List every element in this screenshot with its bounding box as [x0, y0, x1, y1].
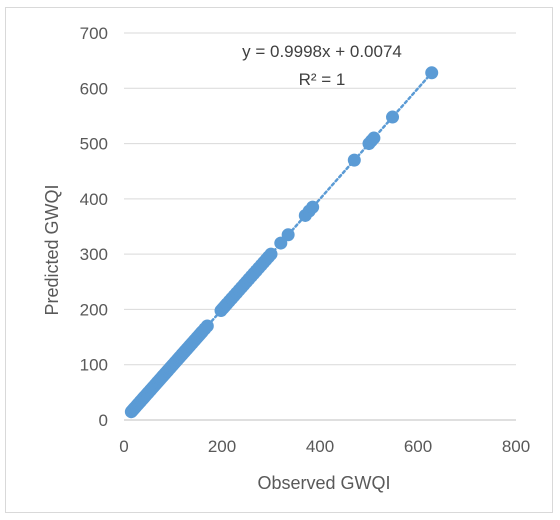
- y-tick-label: 300: [80, 245, 108, 264]
- x-axis-title: Observed GWQI: [257, 473, 390, 493]
- data-point: [386, 110, 400, 124]
- data-point: [264, 247, 278, 261]
- x-tick-label: 400: [306, 437, 334, 456]
- x-tick-label: 800: [502, 437, 530, 456]
- chart-area: [5, 7, 553, 513]
- data-point: [200, 319, 214, 333]
- x-tick-label: 200: [208, 437, 236, 456]
- data-point: [281, 228, 295, 242]
- tick-labels: 0 100 200 300 400 500 600 700 0 200 400 600 800: [80, 24, 531, 456]
- r-squared-label: R² = 1: [299, 70, 346, 89]
- x-tick-label: 0: [119, 437, 128, 456]
- y-tick-label: 500: [80, 135, 108, 154]
- data-points: [124, 66, 439, 419]
- y-axis-title: Predicted GWQI: [42, 184, 62, 315]
- data-point: [367, 131, 381, 145]
- y-tick-label: 200: [80, 300, 108, 319]
- data-point: [347, 153, 361, 167]
- trendline-equation: y = 0.9998x + 0.0074: [242, 42, 402, 61]
- y-tick-label: 100: [80, 356, 108, 375]
- data-point: [425, 66, 439, 80]
- x-tick-label: 600: [404, 437, 432, 456]
- y-tick-label: 0: [99, 411, 108, 430]
- gridlines: [124, 32, 516, 366]
- y-tick-label: 700: [80, 24, 108, 43]
- y-tick-label: 400: [80, 190, 108, 209]
- data-point: [306, 200, 320, 214]
- y-tick-label: 600: [80, 79, 108, 98]
